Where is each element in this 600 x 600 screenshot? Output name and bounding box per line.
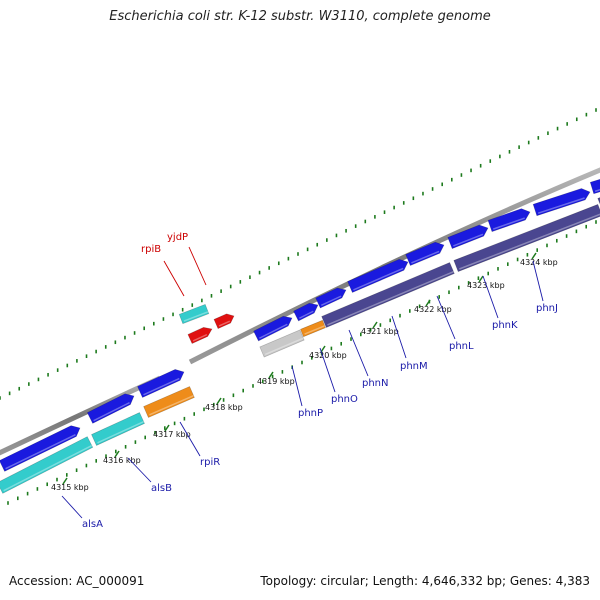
position-tick (531, 252, 537, 260)
position-tick (114, 450, 120, 458)
gene-feature[interactable] (293, 302, 319, 322)
gene-feature-yjdP[interactable] (213, 313, 235, 329)
gene-feature-phnP-sheen (264, 337, 304, 356)
position-tick-label: 4322 kbp (414, 305, 452, 314)
gene-feature[interactable] (315, 287, 347, 309)
gene-label-leader (319, 347, 336, 393)
gene-feature-alsA-sheen (3, 444, 93, 492)
gene-feature[interactable] (447, 224, 489, 249)
gene-feature[interactable] (137, 369, 185, 398)
gene-label-leader (291, 365, 303, 407)
gene-feature-alsA[interactable] (0, 436, 94, 494)
position-tick-label: 4316 kbp (103, 456, 141, 465)
gene-feature[interactable] (589, 178, 600, 195)
topology-text: Topology: circular; Length: 4,646,332 bp… (260, 574, 590, 588)
gene-label-phnP[interactable]: phnP (298, 408, 323, 419)
gene-feature-sheen (143, 377, 180, 396)
position-tick (372, 321, 378, 329)
gene-feature-rpiR-sheen (149, 394, 194, 416)
gene-feature-sheen (259, 323, 288, 339)
gene-feature-rpiR[interactable] (143, 386, 195, 418)
gene-label-leader (532, 260, 544, 302)
gene-feature-phnK-phnJ-sheen (459, 213, 600, 270)
position-tick (320, 345, 326, 353)
gene-labels: alsA alsB rpiR phnP phnO phnN phnM phnL phnK phnJ… (61, 232, 558, 530)
position-tick-label: 4318 kbp (205, 403, 243, 412)
gene-label-yjdP[interactable]: yjdP (167, 232, 188, 243)
gene-label-alsB[interactable]: alsB (151, 483, 172, 494)
inner-dotted-guide (7, 220, 597, 505)
position-tick (164, 424, 170, 432)
gene-feature-phnK-phnJ[interactable] (453, 204, 600, 272)
gene-feature[interactable] (86, 393, 135, 424)
position-tick-label: 4317 kbp (153, 430, 191, 439)
position-tick-label: 4323 kbp (467, 281, 505, 290)
position-ticks: 4315 kbp 4316 kbp 4317 kbp 4318 kbp 4319 kbp… (51, 252, 558, 492)
gene-label-phnN[interactable]: phnN (362, 378, 389, 389)
position-tick-label: 4321 kbp (361, 327, 399, 336)
gene-feature-yjdP-sheen (218, 320, 231, 327)
position-tick-label: 4324 kbp (520, 258, 558, 267)
gene-label-leader (163, 260, 185, 297)
gene-feature[interactable] (0, 425, 81, 472)
gene-label-leader (482, 275, 499, 319)
gene-feature-phnN-phnL-sheen (327, 270, 454, 326)
gene-label-leader (436, 295, 456, 340)
gene-feature-phnP[interactable] (259, 329, 305, 358)
gene-feature-rpiB[interactable] (187, 327, 213, 344)
gene-feature-sheen (320, 295, 342, 307)
gene-feature-sheen (537, 197, 585, 214)
position-tick (425, 299, 431, 307)
gene-label-leader (179, 421, 201, 457)
gene-feature-alsB-sheen (97, 420, 144, 444)
gene-feature-cyan-small-sheen (183, 311, 209, 322)
gene-feature-sheen (453, 233, 484, 247)
gene-feature-cyan-small[interactable] (178, 303, 210, 325)
gene-label-phnM[interactable]: phnM (400, 361, 428, 372)
position-tick (268, 371, 274, 379)
outer-dotted-guide (0, 108, 597, 400)
gene-feature-sheen (299, 310, 314, 319)
gene-features (0, 178, 600, 494)
gene-feature-rpiB-sheen (192, 333, 208, 342)
accession-text: Accession: AC_000091 (9, 574, 145, 588)
position-tick (478, 275, 484, 283)
gene-feature-phnO[interactable] (300, 319, 326, 338)
gene-label-leader (61, 495, 83, 519)
gene-feature[interactable] (405, 241, 445, 266)
gene-label-leader (127, 457, 152, 483)
gene-label-leader (391, 315, 407, 359)
position-tick (62, 477, 68, 485)
gene-label-rpiB[interactable]: rpiB (141, 244, 161, 255)
gene-feature-sheen (492, 217, 525, 230)
gene-feature-sheen (411, 250, 440, 264)
gene-label-phnL[interactable]: phnL (449, 341, 474, 352)
gene-label-alsA[interactable]: alsA (82, 519, 103, 530)
gene-feature-sheen (5, 433, 76, 470)
gene-feature[interactable] (487, 208, 531, 233)
gene-label-leader (188, 246, 207, 286)
gene-feature[interactable] (532, 188, 591, 217)
position-tick (216, 397, 222, 405)
gene-label-phnK[interactable]: phnK (492, 320, 518, 331)
gene-feature[interactable] (597, 196, 600, 209)
gene-feature[interactable] (253, 315, 293, 342)
gene-label-rpiR[interactable]: rpiR (200, 457, 220, 468)
gene-label-leader (348, 329, 369, 377)
gene-label-phnO[interactable]: phnO (331, 394, 358, 405)
gene-feature[interactable] (347, 258, 409, 293)
gene-feature-sheen (353, 267, 404, 291)
gene-feature-phnO-sheen (304, 325, 326, 335)
genome-title: Escherichia coli str. K-12 substr. W3110… (109, 9, 491, 24)
gene-feature-alsB[interactable] (91, 412, 145, 446)
position-tick-label: 4320 kbp (309, 351, 347, 360)
position-tick-label: 4315 kbp (51, 483, 89, 492)
gene-feature-phnN-phnL[interactable] (321, 262, 455, 328)
gene-label-phnJ[interactable]: phnJ (536, 303, 558, 314)
position-tick-label: 4319 kbp (257, 377, 295, 386)
gene-feature-sheen (594, 188, 600, 192)
gene-feature-sheen (93, 402, 130, 422)
